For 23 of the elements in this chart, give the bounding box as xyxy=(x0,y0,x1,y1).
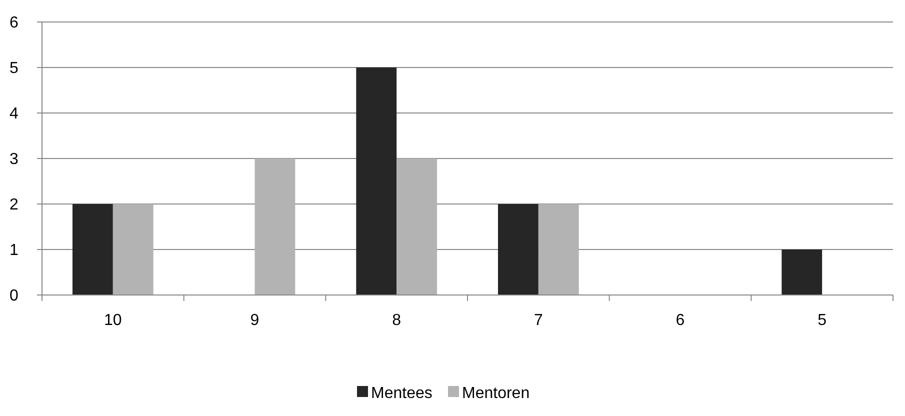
x-tick-label: 8 xyxy=(392,312,402,329)
y-tick-label: 6 xyxy=(10,14,19,32)
x-tick-label: 6 xyxy=(676,312,685,329)
y-tick-label: 5 xyxy=(10,60,19,78)
x-tick-label: 5 xyxy=(818,312,827,329)
y-tick-label: 3 xyxy=(10,151,19,168)
bar xyxy=(112,204,154,295)
bar xyxy=(254,158,296,295)
x-tick-label: 10 xyxy=(104,312,122,329)
legend-label: Mentees xyxy=(371,385,432,402)
x-tick-label: 9 xyxy=(250,312,260,329)
legend-label: Mentoren xyxy=(462,385,530,402)
bar xyxy=(356,68,397,295)
bar xyxy=(396,158,438,295)
y-tick-label: 4 xyxy=(10,106,19,123)
x-tick-label: 7 xyxy=(534,312,543,329)
y-tick-label: 0 xyxy=(10,288,19,305)
bar xyxy=(72,204,113,295)
y-tick-label: 1 xyxy=(10,242,19,260)
bar xyxy=(782,250,822,295)
bar xyxy=(498,204,538,295)
bar xyxy=(538,204,579,295)
y-tick-label: 2 xyxy=(10,196,19,214)
